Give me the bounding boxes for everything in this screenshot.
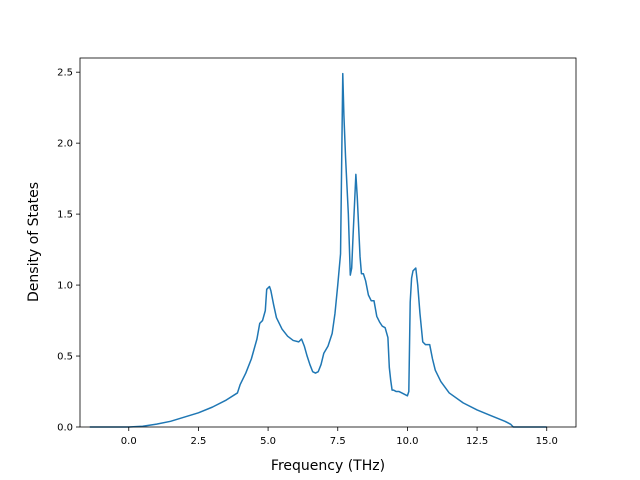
- x-tick-label: 12.5: [466, 436, 488, 447]
- axes-frame: [79, 57, 577, 428]
- y-tick-label: 0.0: [57, 423, 73, 434]
- x-tick-label: 5.0: [260, 436, 276, 447]
- y-tick-label: 2.5: [57, 68, 73, 79]
- x-axis-label: Frequency (THz): [271, 458, 385, 474]
- y-axis-label: Density of States: [26, 182, 42, 302]
- y-tick-label: 2.0: [57, 139, 73, 150]
- y-tick-label: 1.0: [57, 281, 73, 292]
- y-tick-label: 1.5: [57, 210, 73, 221]
- x-axis: 0.0 2.5 5.0 7.5 10.0 12.5 15.0: [121, 427, 558, 447]
- x-tick-label: 7.5: [330, 436, 346, 447]
- x-tick-label: 10.0: [396, 436, 418, 447]
- x-tick-label: 2.5: [190, 436, 206, 447]
- x-tick-label: 15.0: [536, 436, 558, 447]
- y-tick-label: 0.5: [57, 352, 73, 363]
- dos-series-line: [89, 72, 547, 428]
- x-tick-label: 0.0: [121, 436, 137, 447]
- plot-area: [89, 72, 547, 428]
- y-axis: 0.0 0.5 1.0 1.5 2.0 2.5: [57, 68, 80, 434]
